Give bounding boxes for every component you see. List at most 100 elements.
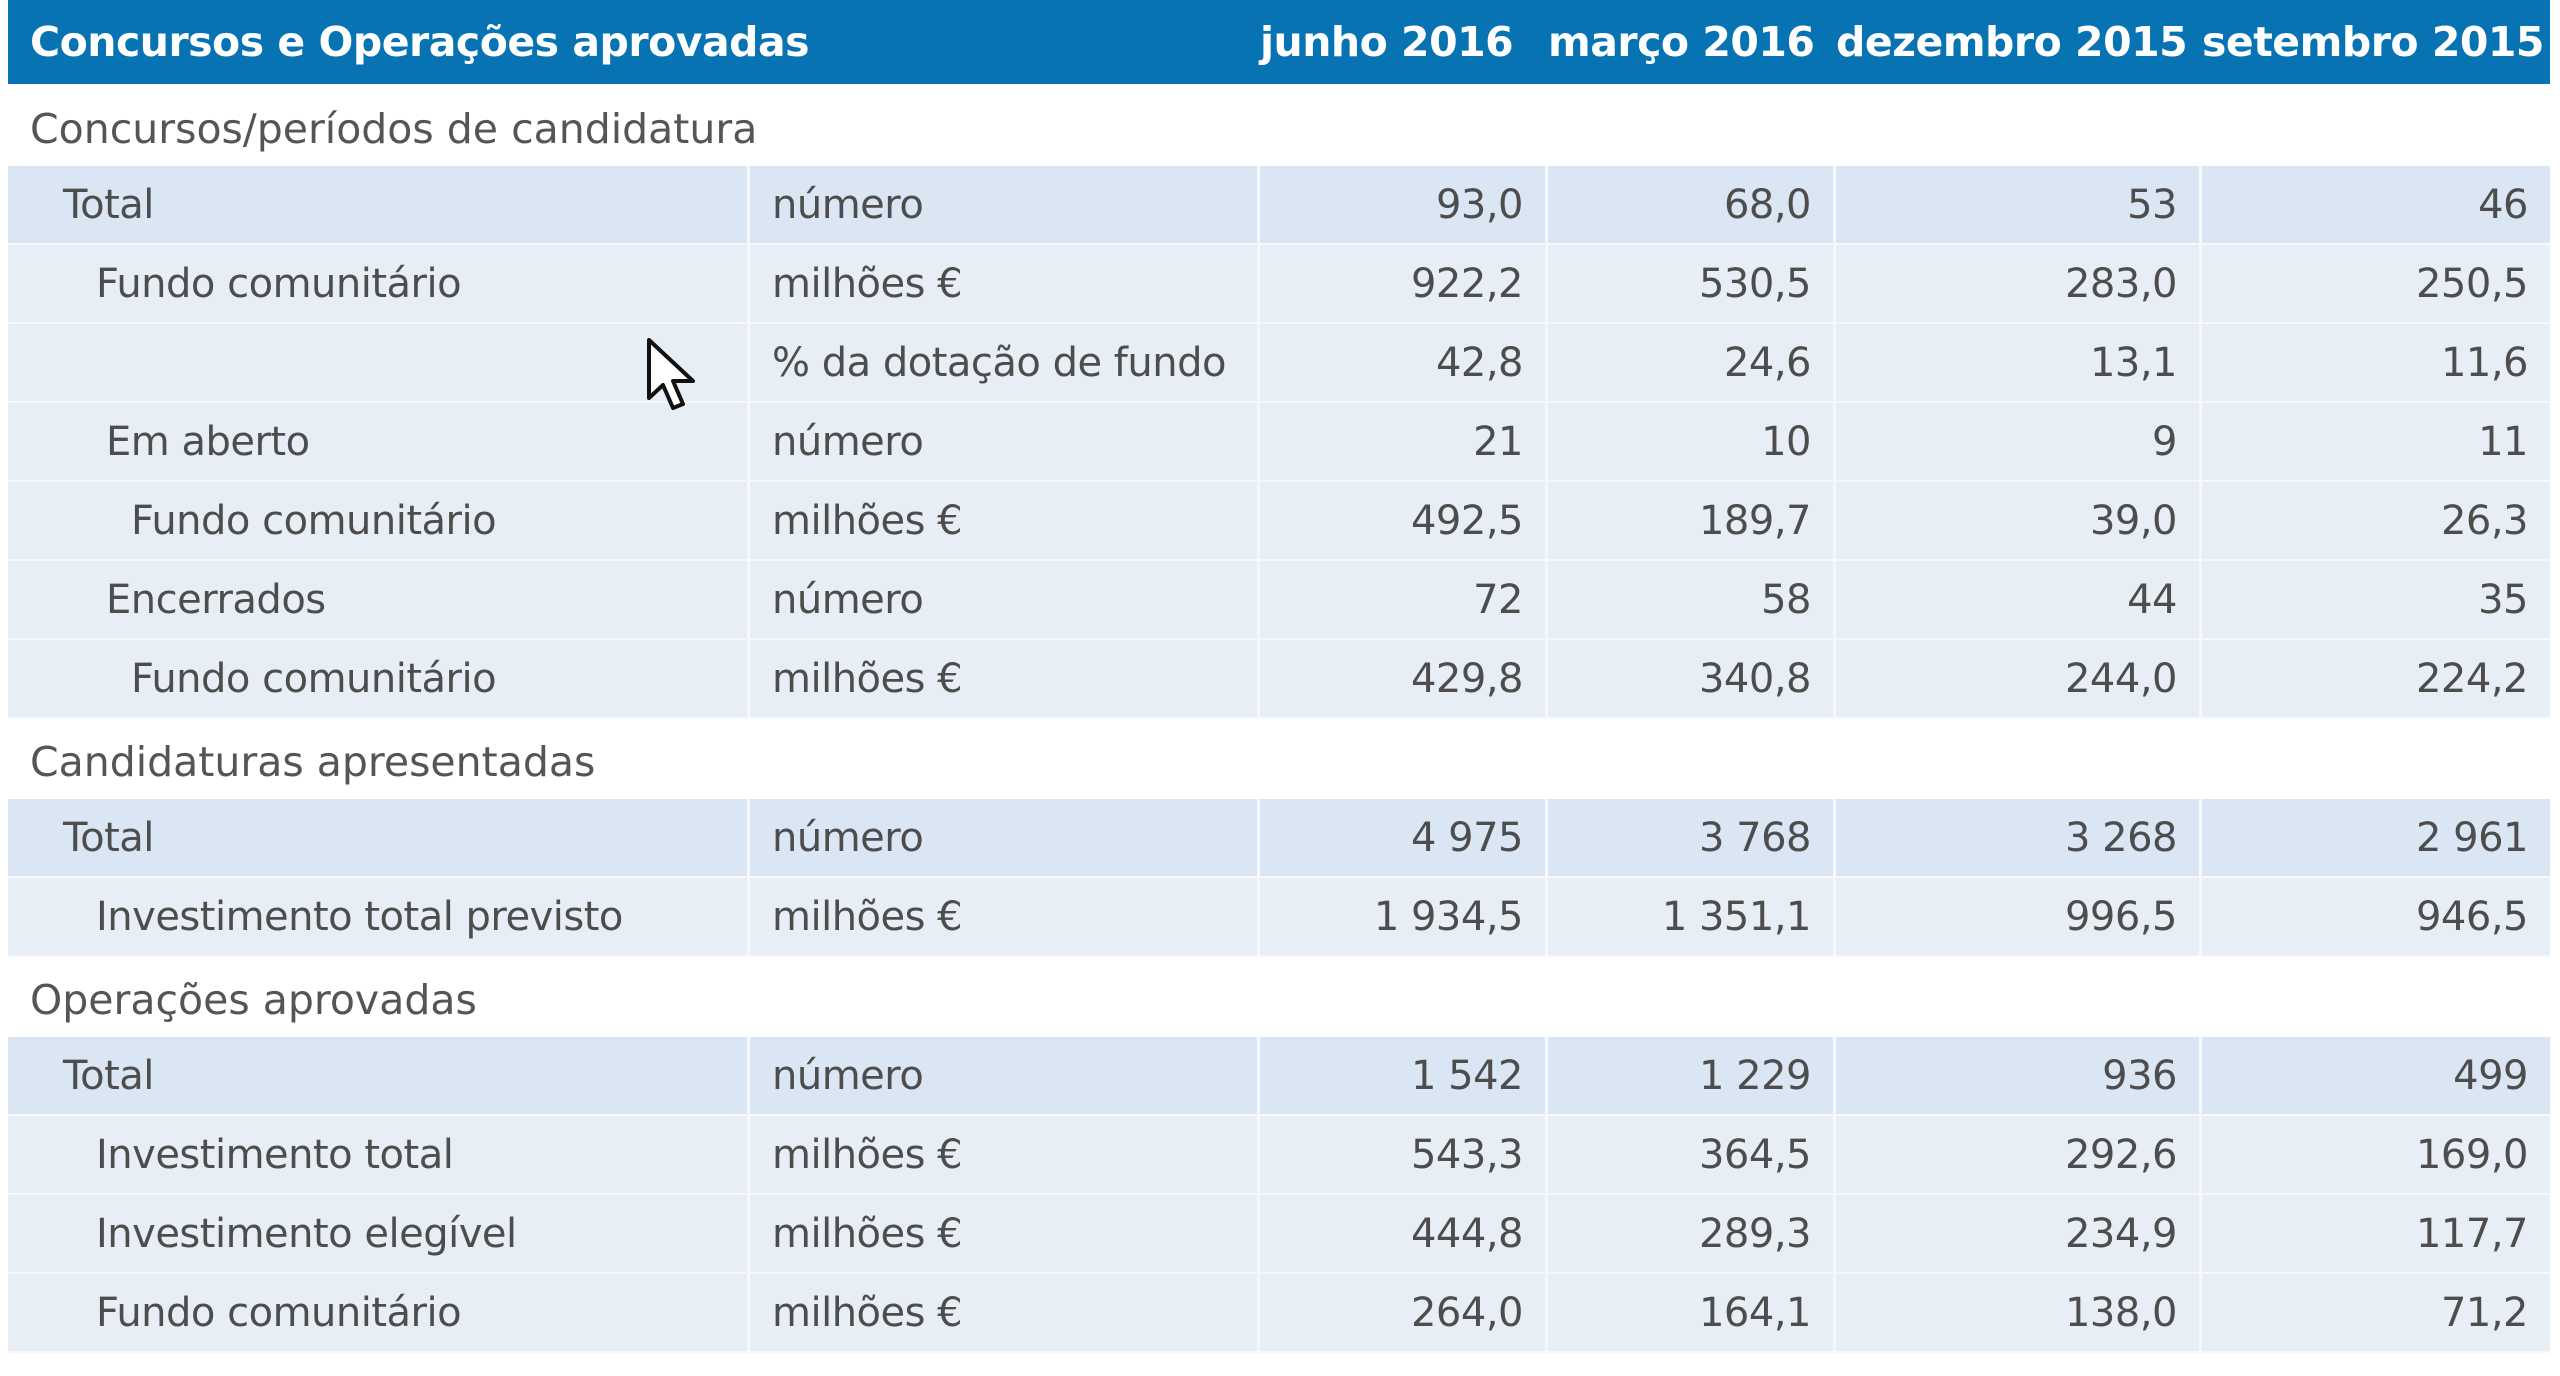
value-cell: 224,2 <box>2202 640 2550 719</box>
value-cell: 13,1 <box>1836 324 2202 403</box>
section-title: Operações aprovadas <box>8 957 2550 1037</box>
row-unit: % da dotação de fundo <box>750 324 1260 403</box>
value-cell: 11,6 <box>2202 324 2550 403</box>
row-label: Total <box>8 799 750 878</box>
column-header-sep-2015: setembro 2015 <box>2202 0 2550 86</box>
row-unit: milhões € <box>750 245 1260 324</box>
section-title: Candidaturas apresentadas <box>8 719 2550 799</box>
row-label: Fundo comunitário <box>8 482 750 561</box>
value-cell: 58 <box>1548 561 1836 640</box>
value-cell: 44 <box>1836 561 2202 640</box>
value-cell: 364,5 <box>1548 1116 1836 1195</box>
value-cell: 10 <box>1548 403 1836 482</box>
value-cell: 289,3 <box>1548 1195 1836 1274</box>
value-cell: 2 961 <box>2202 799 2550 878</box>
value-cell: 340,8 <box>1548 640 1836 719</box>
value-cell: 11 <box>2202 403 2550 482</box>
value-cell: 292,6 <box>1836 1116 2202 1195</box>
value-cell: 250,5 <box>2202 245 2550 324</box>
row-label: Investimento total previsto <box>8 878 750 957</box>
value-cell: 35 <box>2202 561 2550 640</box>
section-row-applications: Candidaturas apresentadas <box>8 719 2550 799</box>
column-header-dec-2015: dezembro 2015 <box>1836 0 2202 86</box>
row-unit: milhões € <box>750 482 1260 561</box>
value-cell: 429,8 <box>1260 640 1548 719</box>
table-row: Investimento total milhões € 543,3 364,5… <box>8 1116 2550 1195</box>
row-label: Investimento total <box>8 1116 750 1195</box>
row-unit: milhões € <box>750 1116 1260 1195</box>
row-unit: número <box>750 403 1260 482</box>
row-unit: milhões € <box>750 1195 1260 1274</box>
value-cell: 543,3 <box>1260 1116 1548 1195</box>
value-cell: 138,0 <box>1836 1274 2202 1353</box>
value-cell: 1 351,1 <box>1548 878 1836 957</box>
row-label: Fundo comunitário <box>8 245 750 324</box>
value-cell: 283,0 <box>1836 245 2202 324</box>
row-unit: milhões € <box>750 1274 1260 1353</box>
row-label: Investimento elegível <box>8 1195 750 1274</box>
value-cell: 1 542 <box>1260 1037 1548 1116</box>
row-unit: número <box>750 166 1260 245</box>
value-cell: 1 229 <box>1548 1037 1836 1116</box>
value-cell: 4 975 <box>1260 799 1548 878</box>
table-header: Concursos e Operações aprovadas junho 20… <box>8 0 2550 86</box>
value-cell: 164,1 <box>1548 1274 1836 1353</box>
table-row: Investimento elegível milhões € 444,8 28… <box>8 1195 2550 1274</box>
section-row-approved: Operações aprovadas <box>8 957 2550 1037</box>
table-row: Total número 4 975 3 768 3 268 2 961 <box>8 799 2550 878</box>
value-cell: 46 <box>2202 166 2550 245</box>
row-unit: milhões € <box>750 878 1260 957</box>
row-label: Encerrados <box>8 561 750 640</box>
value-cell: 169,0 <box>2202 1116 2550 1195</box>
value-cell: 24,6 <box>1548 324 1836 403</box>
value-cell: 922,2 <box>1260 245 1548 324</box>
row-unit: milhões € <box>750 640 1260 719</box>
row-label: Em aberto <box>8 403 750 482</box>
table-row: Fundo comunitário milhões € 264,0 164,1 … <box>8 1274 2550 1353</box>
value-cell: 936 <box>1836 1037 2202 1116</box>
table-row: Investimento total previsto milhões € 1 … <box>8 878 2550 957</box>
value-cell: 189,7 <box>1548 482 1836 561</box>
value-cell: 26,3 <box>2202 482 2550 561</box>
value-cell: 21 <box>1260 403 1548 482</box>
row-label: Total <box>8 1037 750 1116</box>
row-label <box>8 324 750 403</box>
value-cell: 53 <box>1836 166 2202 245</box>
value-cell: 530,5 <box>1548 245 1836 324</box>
value-cell: 42,8 <box>1260 324 1548 403</box>
value-cell: 499 <box>2202 1037 2550 1116</box>
row-unit: número <box>750 1037 1260 1116</box>
row-unit: número <box>750 799 1260 878</box>
table-title: Concursos e Operações aprovadas <box>8 0 1260 86</box>
table-row: Encerrados número 72 58 44 35 <box>8 561 2550 640</box>
table-row: Fundo comunitário milhões € 492,5 189,7 … <box>8 482 2550 561</box>
section-row-calls: Concursos/períodos de candidatura <box>8 86 2550 166</box>
table-row: Em aberto número 21 10 9 11 <box>8 403 2550 482</box>
value-cell: 72 <box>1260 561 1548 640</box>
value-cell: 244,0 <box>1836 640 2202 719</box>
value-cell: 71,2 <box>2202 1274 2550 1353</box>
value-cell: 234,9 <box>1836 1195 2202 1274</box>
row-unit: número <box>750 561 1260 640</box>
value-cell: 3 768 <box>1548 799 1836 878</box>
value-cell: 117,7 <box>2202 1195 2550 1274</box>
row-label: Fundo comunitário <box>8 640 750 719</box>
table-row: % da dotação de fundo 42,8 24,6 13,1 11,… <box>8 324 2550 403</box>
row-label: Total <box>8 166 750 245</box>
value-cell: 264,0 <box>1260 1274 1548 1353</box>
section-title: Concursos/períodos de candidatura <box>8 86 2550 166</box>
table-row: Total número 1 542 1 229 936 499 <box>8 1037 2550 1116</box>
mouse-pointer-icon <box>647 338 695 410</box>
column-header-mar-2016: março 2016 <box>1548 0 1836 86</box>
value-cell: 1 934,5 <box>1260 878 1548 957</box>
table-row: Fundo comunitário milhões € 922,2 530,5 … <box>8 245 2550 324</box>
header-row: Concursos e Operações aprovadas junho 20… <box>8 0 2550 86</box>
value-cell: 3 268 <box>1836 799 2202 878</box>
table-body: Concursos/períodos de candidatura Total … <box>8 86 2550 1353</box>
column-header-jun-2016: junho 2016 <box>1260 0 1548 86</box>
table-row: Fundo comunitário milhões € 429,8 340,8 … <box>8 640 2550 719</box>
value-cell: 9 <box>1836 403 2202 482</box>
table-row: Total número 93,0 68,0 53 46 <box>8 166 2550 245</box>
value-cell: 996,5 <box>1836 878 2202 957</box>
value-cell: 68,0 <box>1548 166 1836 245</box>
